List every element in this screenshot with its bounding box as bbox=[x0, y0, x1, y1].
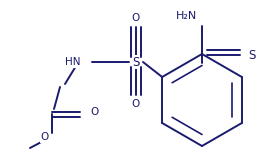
Text: O: O bbox=[90, 107, 98, 117]
Text: S: S bbox=[248, 48, 255, 61]
Text: O: O bbox=[41, 132, 49, 142]
Text: O: O bbox=[132, 99, 140, 109]
Text: O: O bbox=[132, 13, 140, 23]
Text: HN: HN bbox=[65, 57, 80, 67]
Text: H₂N: H₂N bbox=[176, 11, 197, 21]
Text: S: S bbox=[132, 56, 140, 68]
